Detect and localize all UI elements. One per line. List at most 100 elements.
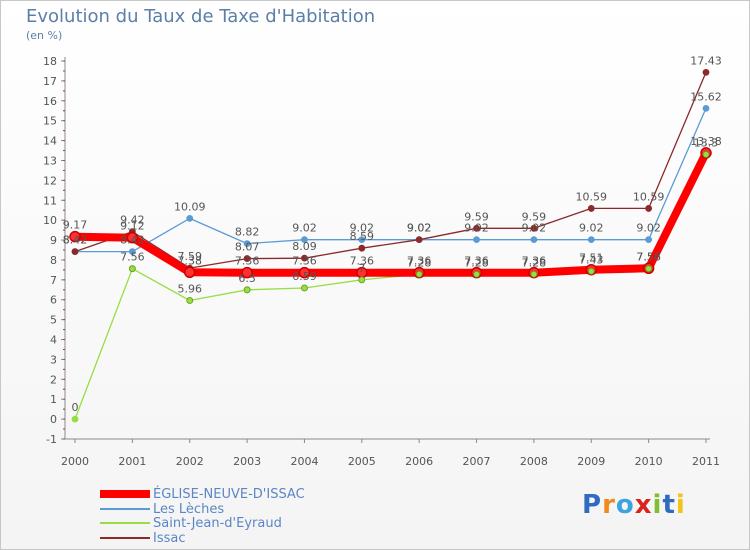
x-tick-label: 2007 xyxy=(463,455,491,468)
data-label-les-leches: 9.02 xyxy=(522,222,547,235)
data-label-saint-jean: 7.28 xyxy=(464,256,489,269)
data-label-saint-jean: 13.3 xyxy=(694,137,719,150)
y-axis-dot xyxy=(63,249,65,251)
series-point-saint-jean-top xyxy=(128,265,136,273)
y-axis-dot xyxy=(63,418,65,420)
y-tick-label: 12 xyxy=(43,174,57,187)
x-tick-label: 2004 xyxy=(290,455,318,468)
data-label-les-leches: 8.82 xyxy=(235,226,260,239)
legend-item-issac: Issac xyxy=(100,530,186,546)
y-axis-dot xyxy=(63,219,65,221)
y-axis-dot xyxy=(63,159,65,162)
y-axis-dot xyxy=(63,279,65,281)
data-label-les-leches: 9.02 xyxy=(464,222,489,235)
series-point-eglise xyxy=(183,266,196,279)
series-point-issac xyxy=(473,224,480,232)
series-point-issac xyxy=(243,255,251,262)
legend-swatch-eglise xyxy=(100,490,150,498)
x-tick-label: 2008 xyxy=(520,455,548,468)
data-label-eglise: 7.36 xyxy=(235,255,260,268)
series-line-issac xyxy=(74,71,707,269)
data-label-issac: 7.59 xyxy=(177,250,202,263)
logo-letter: i xyxy=(652,490,663,520)
y-axis-dot xyxy=(63,259,65,261)
y-axis-dot xyxy=(63,80,65,82)
data-label-saint-jean: 7.56 xyxy=(636,251,661,264)
logo-letter: o xyxy=(615,490,635,520)
data-label-issac: 8.09 xyxy=(292,240,317,253)
data-label-saint-jean: 7.28 xyxy=(407,256,432,269)
series-point-issac xyxy=(530,224,538,232)
series-point-les-leches xyxy=(358,236,366,244)
series-point-eglise xyxy=(69,230,81,243)
legend-item-saint-jean: Saint-Jean-d'Eyraud xyxy=(100,515,282,531)
y-axis-dot xyxy=(63,319,65,321)
data-label-eglise: 7.58 xyxy=(636,250,661,263)
y-axis-dot xyxy=(63,199,65,201)
y-axis-dot xyxy=(63,130,65,132)
y-tick-label: 3 xyxy=(50,353,57,366)
series-point-eglise xyxy=(126,231,139,244)
series-point-les-leches xyxy=(645,236,653,244)
data-label-issac: 8.07 xyxy=(235,241,260,254)
y-axis-dot xyxy=(63,110,65,112)
series-point-saint-jean xyxy=(71,415,79,423)
data-label-eglise: 7.36 xyxy=(292,255,317,268)
x-tick-label: 2011 xyxy=(692,455,720,468)
data-label-saint-jean: 0 xyxy=(72,401,79,414)
x-tick-label: 2009 xyxy=(577,455,605,468)
y-tick-label: 2 xyxy=(50,373,57,386)
data-label-saint-jean: 5.96 xyxy=(177,283,202,296)
data-label-eglise: 7.36 xyxy=(522,255,547,268)
chart-unit: (en %) xyxy=(26,29,63,42)
data-label-issac: 9.59 xyxy=(464,210,489,223)
y-tick-label: 14 xyxy=(43,135,57,148)
data-label-issac: 9.02 xyxy=(407,222,432,235)
y-axis-dot xyxy=(63,289,65,291)
series-point-issac xyxy=(358,244,366,252)
series-line-saint-jean xyxy=(74,153,707,420)
series-point-les-leches xyxy=(128,248,136,255)
legend-label-issac: Issac xyxy=(153,530,186,546)
y-tick-label: 7 xyxy=(50,274,57,287)
legend-label-saint-jean: Saint-Jean-d'Eyraud xyxy=(153,515,282,531)
y-axis-dot xyxy=(63,239,65,241)
data-label-issac: 17.43 xyxy=(690,54,722,67)
legend-label-eglise: ÉGLISE-NEUVE-D'ISSAC xyxy=(153,486,305,502)
chart-title: Evolution du Taux de Taxe d'Habitation xyxy=(26,6,376,27)
y-axis-dot xyxy=(63,70,65,72)
logo-letter: i xyxy=(675,490,686,520)
y-axis-dot xyxy=(63,120,65,122)
x-tick-label: 2003 xyxy=(233,455,261,468)
series-point-saint-jean-top xyxy=(301,284,308,292)
y-axis-dot xyxy=(63,378,65,380)
data-label-les-leches: 9.02 xyxy=(292,222,317,235)
y-axis-dot xyxy=(63,388,65,390)
y-axis-dot xyxy=(63,209,65,211)
y-axis-dot xyxy=(63,60,65,62)
data-label-les-leches: 15.62 xyxy=(690,90,722,103)
legend-swatch-les-leches xyxy=(100,508,150,510)
y-axis-dot xyxy=(63,139,65,142)
series-point-saint-jean-top xyxy=(587,267,595,275)
data-label-eglise: 7.36 xyxy=(407,255,432,268)
legend-item-les-leches: Les Lèches xyxy=(100,501,224,517)
series-point-saint-jean-top xyxy=(358,276,366,284)
y-tick-label: 9 xyxy=(50,234,57,247)
y-axis-dot xyxy=(63,408,65,410)
data-label-saint-jean: 6.59 xyxy=(292,270,317,283)
y-tick-label: 17 xyxy=(43,75,57,88)
series-point-saint-jean-top xyxy=(645,265,653,273)
x-tick-label: 2001 xyxy=(118,455,146,468)
x-tick-label: 2002 xyxy=(176,455,204,468)
data-label-issac: 10.59 xyxy=(633,190,665,203)
y-axis-dot xyxy=(63,309,65,311)
series-point-eglise xyxy=(298,266,311,279)
x-tick-label: 2010 xyxy=(635,455,663,468)
data-label-eglise: 9.17 xyxy=(63,219,88,232)
y-axis-dot xyxy=(63,338,65,341)
data-label-issac: 9.42 xyxy=(120,214,145,227)
data-label-les-leches: 8.42 xyxy=(120,234,145,247)
y-axis-dot xyxy=(63,328,65,331)
